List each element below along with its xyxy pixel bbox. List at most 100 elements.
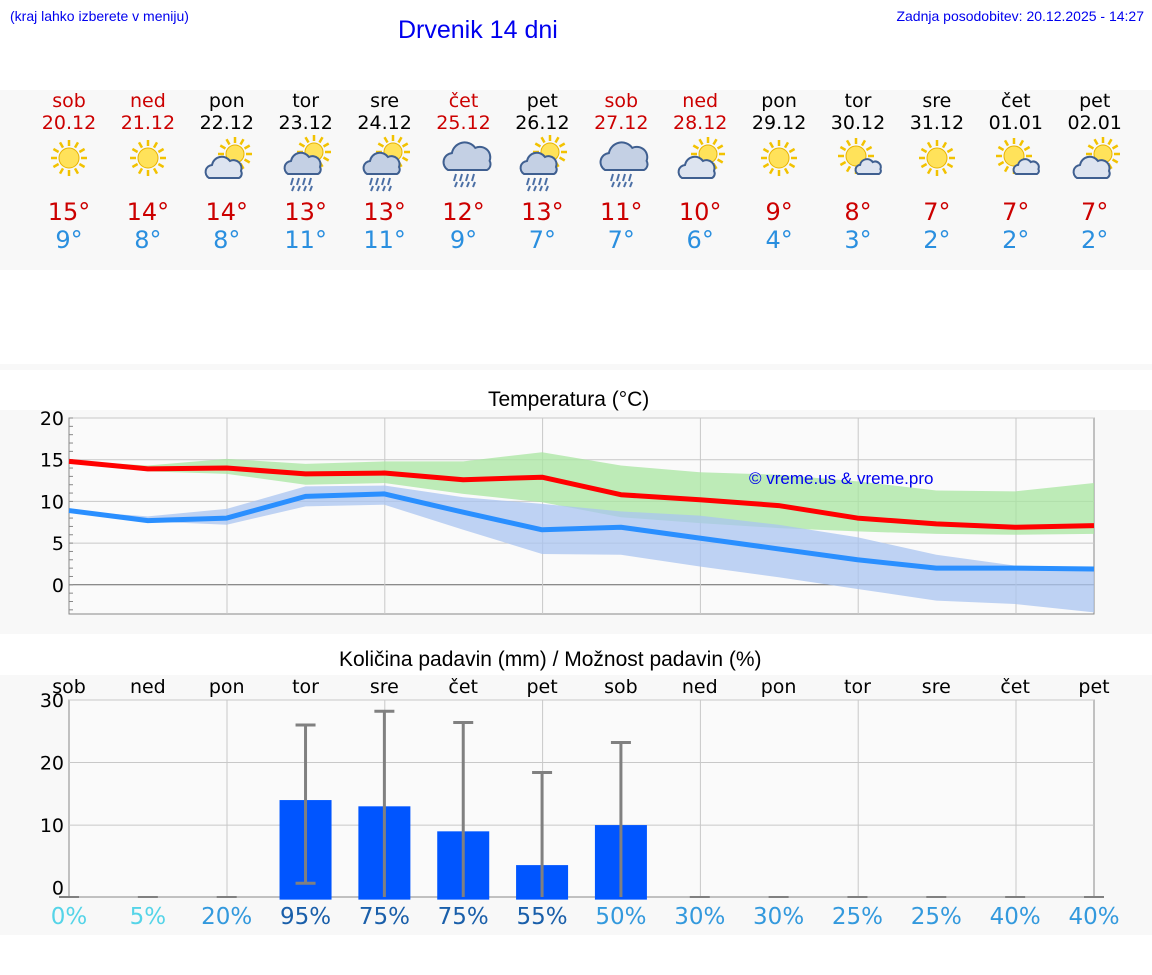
precip-probability: 30% — [674, 904, 726, 930]
divider — [0, 364, 1152, 370]
min-temp: 6° — [686, 226, 714, 254]
min-temp: 9° — [449, 226, 478, 254]
y-tick-label: 10 — [40, 815, 64, 837]
day-date: 26.12 — [515, 112, 570, 134]
precip-day-label: sob — [604, 676, 638, 698]
precip-day-label: čet — [448, 676, 479, 698]
min-temp: 9° — [55, 226, 83, 254]
sun-cloud-rain-icon — [519, 135, 568, 192]
sun-icon — [51, 140, 87, 176]
sun-icon — [761, 140, 798, 176]
max-temp: 11° — [600, 198, 643, 226]
max-temp: 14° — [126, 198, 170, 226]
max-temp: 9° — [765, 198, 793, 226]
plot-area — [68, 699, 1095, 898]
sun-cloud-icon — [204, 137, 252, 179]
sun-small-cloud-icon — [838, 138, 882, 175]
y-tick-label: 20 — [40, 753, 64, 775]
y-tick-label: 15 — [40, 450, 64, 472]
precip-probability: 25% — [910, 904, 962, 930]
day-date: 25.12 — [436, 112, 491, 134]
min-temp: 8° — [134, 226, 162, 254]
precip-probability: 75% — [358, 904, 410, 930]
day-date: 22.12 — [199, 112, 254, 134]
precip-day-label: čet — [1000, 676, 1030, 698]
max-temp: 8° — [844, 198, 872, 226]
day-name: tor — [292, 90, 320, 112]
max-temp: 14° — [205, 198, 249, 226]
sun-icon — [918, 140, 955, 176]
day-name: pon — [208, 90, 245, 112]
precip-probability: 55% — [516, 904, 568, 930]
precip-day-label: ned — [681, 676, 718, 698]
precip-day-label: sre — [369, 676, 399, 698]
sun-cloud-icon — [1072, 137, 1120, 179]
precip-day-label: tor — [292, 676, 319, 698]
max-temp: 13° — [284, 198, 327, 226]
day-name: sob — [52, 90, 86, 112]
max-temp-line — [68, 458, 1095, 530]
precip-chart-title: Količina padavin (mm) / Možnost padavin … — [339, 648, 762, 671]
day-name: ned — [682, 90, 719, 112]
sun-cloud-icon — [677, 137, 726, 179]
day-date: 27.12 — [594, 112, 649, 134]
precip-day-label: ned — [129, 676, 166, 698]
day-name: sre — [370, 90, 400, 112]
precip-probability: 0% — [50, 904, 88, 930]
y-tick-label: 10 — [40, 491, 64, 513]
cloud-rain-icon — [599, 141, 649, 188]
sun-cloud-rain-icon — [362, 135, 410, 192]
precip-probability: 20% — [201, 904, 253, 930]
day-date: 02.01 — [1067, 112, 1122, 134]
max-temp: 13° — [363, 198, 406, 226]
day-date: 28.12 — [672, 112, 728, 134]
day-date: 24.12 — [357, 112, 412, 134]
day-date: 20.12 — [41, 112, 97, 134]
temperature-chart: 20 15 10 5 0 © vreme.us & vreme.pro — [40, 408, 1095, 615]
day-name: ned — [129, 90, 166, 112]
min-temp: 4° — [765, 226, 793, 254]
max-temp: 15° — [47, 198, 91, 226]
day-date: 01.01 — [988, 112, 1043, 134]
min-temp: 11° — [284, 226, 327, 254]
min-temp: 11° — [363, 226, 406, 254]
precip-day-label: sre — [921, 676, 951, 698]
day-name: pet — [526, 90, 558, 112]
day-name: sob — [604, 90, 639, 112]
max-temp: 12° — [442, 198, 485, 226]
location-menu-hint[interactable]: (kraj lahko izberete v meniju) — [10, 8, 189, 24]
day-date: 21.12 — [120, 112, 176, 134]
day-date: 23.12 — [278, 112, 333, 134]
precip-day-label: pon — [208, 676, 245, 698]
max-temp: 10° — [678, 198, 722, 226]
min-temp: 8° — [213, 226, 241, 254]
y-tick-label: 5 — [52, 533, 64, 555]
max-temp: 13° — [521, 198, 564, 226]
last-updated: Zadnja posodobitev: 20.12.2025 - 14:27 — [896, 8, 1144, 24]
max-temp: 7° — [923, 198, 951, 226]
max-temp: 7° — [1002, 198, 1030, 226]
sun-cloud-rain-icon — [283, 135, 331, 192]
precip-probability: 5% — [129, 904, 167, 930]
cloud-rain-icon — [442, 141, 491, 188]
day-date: 30.12 — [830, 112, 886, 134]
forecast-strip-background — [0, 90, 1152, 270]
min-temp-range-band — [69, 485, 1094, 613]
precip-probability: 30% — [753, 904, 805, 930]
min-temp-line — [68, 491, 1095, 572]
max-temp: 7° — [1081, 198, 1109, 226]
min-temp: 2° — [1081, 226, 1109, 254]
y-tick-label: 0 — [52, 575, 64, 597]
precip-probability: 40% — [1068, 904, 1120, 930]
precip-probability: 95% — [279, 904, 332, 930]
precip-probability: 50% — [595, 904, 647, 930]
precip-day-label: pon — [760, 676, 797, 698]
precip-day-label: pet — [1078, 676, 1110, 698]
min-temp: 7° — [607, 226, 635, 254]
day-name: sre — [922, 90, 952, 112]
day-date: 31.12 — [909, 112, 965, 134]
min-temp: 3° — [844, 226, 872, 254]
precip-chart: 30 20 10 0 — [40, 690, 1104, 900]
precip-probability: 25% — [831, 904, 884, 930]
min-temp: 7° — [528, 226, 557, 254]
